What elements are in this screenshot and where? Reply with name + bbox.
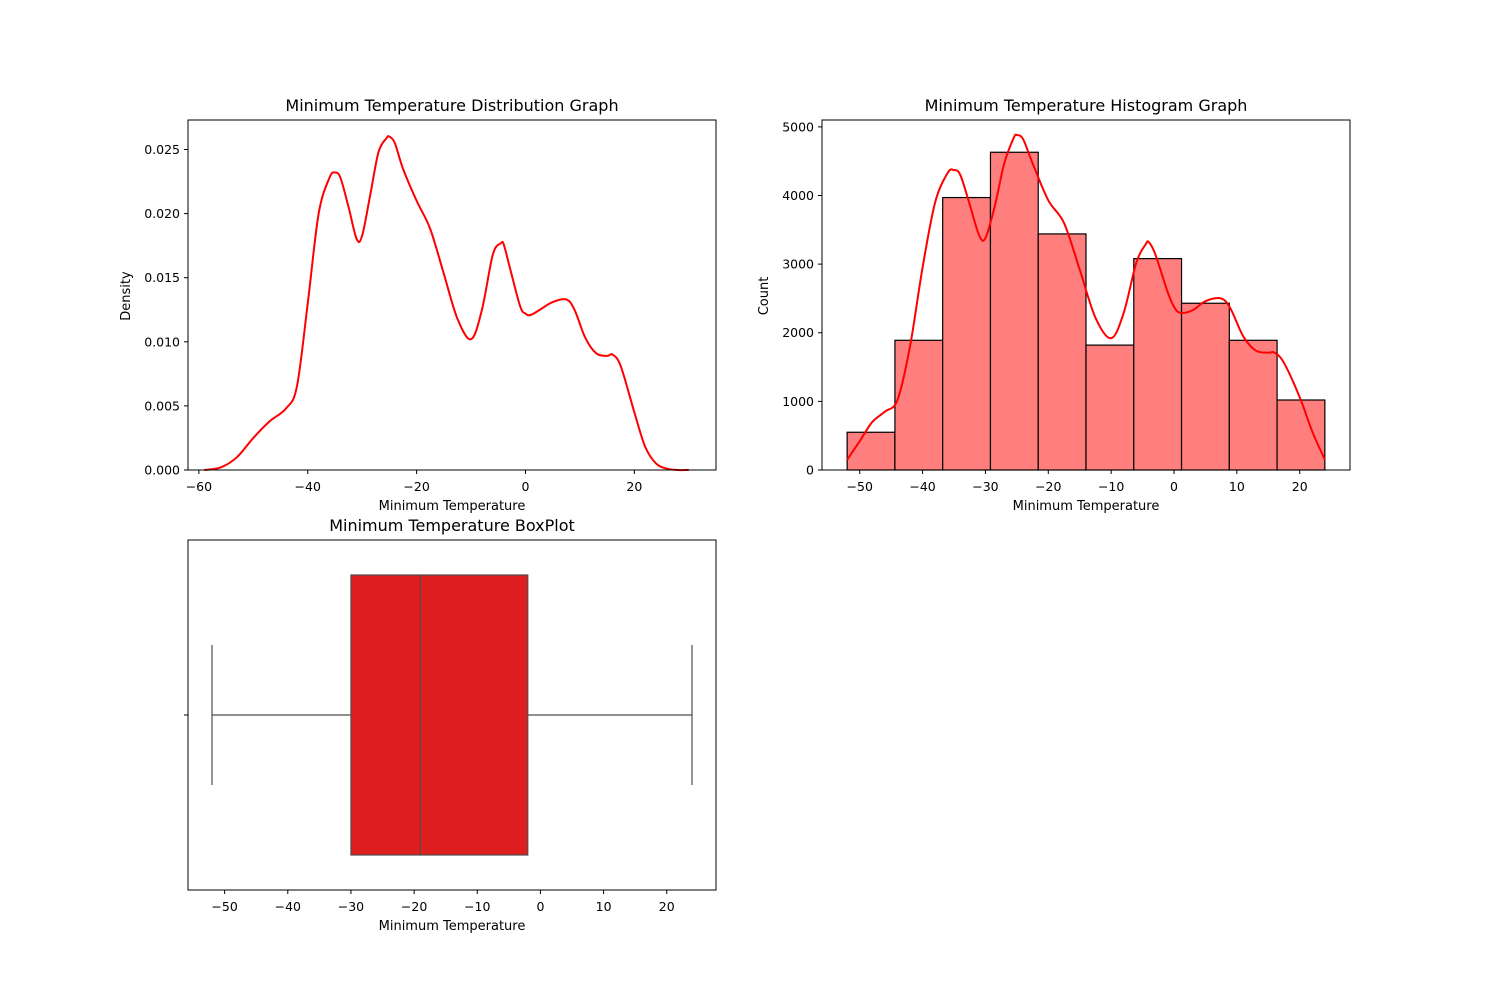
histogram-bar	[942, 196, 992, 471]
histogram-bar	[1276, 399, 1326, 471]
boxplot-x-tick-label: −40	[275, 899, 301, 914]
density-plot-frame	[187, 119, 717, 471]
density-y-tick-label: 0.020	[144, 206, 180, 221]
density-x-tick-label: −20	[403, 479, 429, 494]
density-chart-title: Minimum Temperature Distribution Graph	[285, 96, 618, 115]
histogram-kde-curve	[846, 133, 1326, 461]
histogram-x-tick-label: −40	[909, 479, 935, 494]
histogram-bar	[894, 339, 944, 471]
histogram-y-tick-label: 4000	[782, 188, 814, 203]
density-y-tick-label: 0.025	[144, 142, 180, 157]
histogram-x-tick-label: −10	[1098, 479, 1124, 494]
boxplot-x-tick-label: 20	[659, 899, 675, 914]
density-y-tick-label: 0.005	[144, 398, 180, 413]
density-x-tick-label: −40	[295, 479, 321, 494]
histogram-y-axis-label: Count	[757, 277, 772, 316]
density-chart: Minimum Temperature Distribution Graph M…	[119, 96, 717, 514]
histogram-bar	[1133, 258, 1183, 471]
density-x-tick-label: 20	[626, 479, 642, 494]
histogram-bar	[1037, 233, 1087, 471]
boxplot-x-tick-label: −20	[401, 899, 427, 914]
density-y-axis-label: Density	[119, 271, 134, 321]
histogram-chart: Minimum Temperature Histogram Graph Mini…	[757, 96, 1351, 514]
histogram-y-tick-label: 1000	[782, 394, 814, 409]
histogram-bar	[1085, 344, 1135, 471]
histogram-y-tick-label: 0	[806, 463, 814, 478]
histogram-y-tick-label: 5000	[782, 119, 814, 134]
density-x-tick-label: −60	[186, 479, 212, 494]
histogram-x-tick-label: 10	[1229, 479, 1245, 494]
boxplot-x-tick-label: −50	[211, 899, 237, 914]
density-y-tick-label: 0.000	[144, 463, 180, 478]
boxplot-x-tick-label: 10	[596, 899, 612, 914]
boxplot-x-axis-label: Minimum Temperature	[379, 919, 526, 934]
histogram-x-axis-label: Minimum Temperature	[1013, 499, 1160, 514]
density-y-tick-label: 0.010	[144, 334, 180, 349]
histogram-bar	[989, 151, 1039, 471]
histogram-bar	[846, 431, 896, 471]
histogram-plot-frame	[821, 119, 1351, 471]
density-x-tick-label: 0	[522, 479, 530, 494]
histogram-x-tick-label: −20	[1035, 479, 1061, 494]
boxplot-x-tick-label: 0	[536, 899, 544, 914]
boxplot-plot-frame	[187, 539, 717, 891]
density-curve	[204, 135, 689, 472]
boxplot-box	[350, 574, 529, 856]
boxplot-chart: Minimum Temperature BoxPlot Minimum Temp…	[184, 516, 717, 934]
histogram-x-tick-label: 20	[1292, 479, 1308, 494]
boxplot-x-tick-label: −10	[464, 899, 490, 914]
histogram-x-tick-label: −30	[972, 479, 998, 494]
density-x-axis-label: Minimum Temperature	[379, 499, 526, 514]
histogram-bar	[1180, 302, 1230, 471]
histogram-y-tick-label: 2000	[782, 325, 814, 340]
boxplot-x-tick-label: −30	[338, 899, 364, 914]
histogram-bar	[1228, 339, 1278, 471]
histogram-chart-title: Minimum Temperature Histogram Graph	[925, 96, 1248, 115]
histogram-x-tick-label: 0	[1170, 479, 1178, 494]
histogram-x-tick-label: −50	[847, 479, 873, 494]
histogram-y-tick-label: 3000	[782, 257, 814, 272]
boxplot-chart-title: Minimum Temperature BoxPlot	[329, 516, 575, 535]
density-y-tick-label: 0.015	[144, 270, 180, 285]
